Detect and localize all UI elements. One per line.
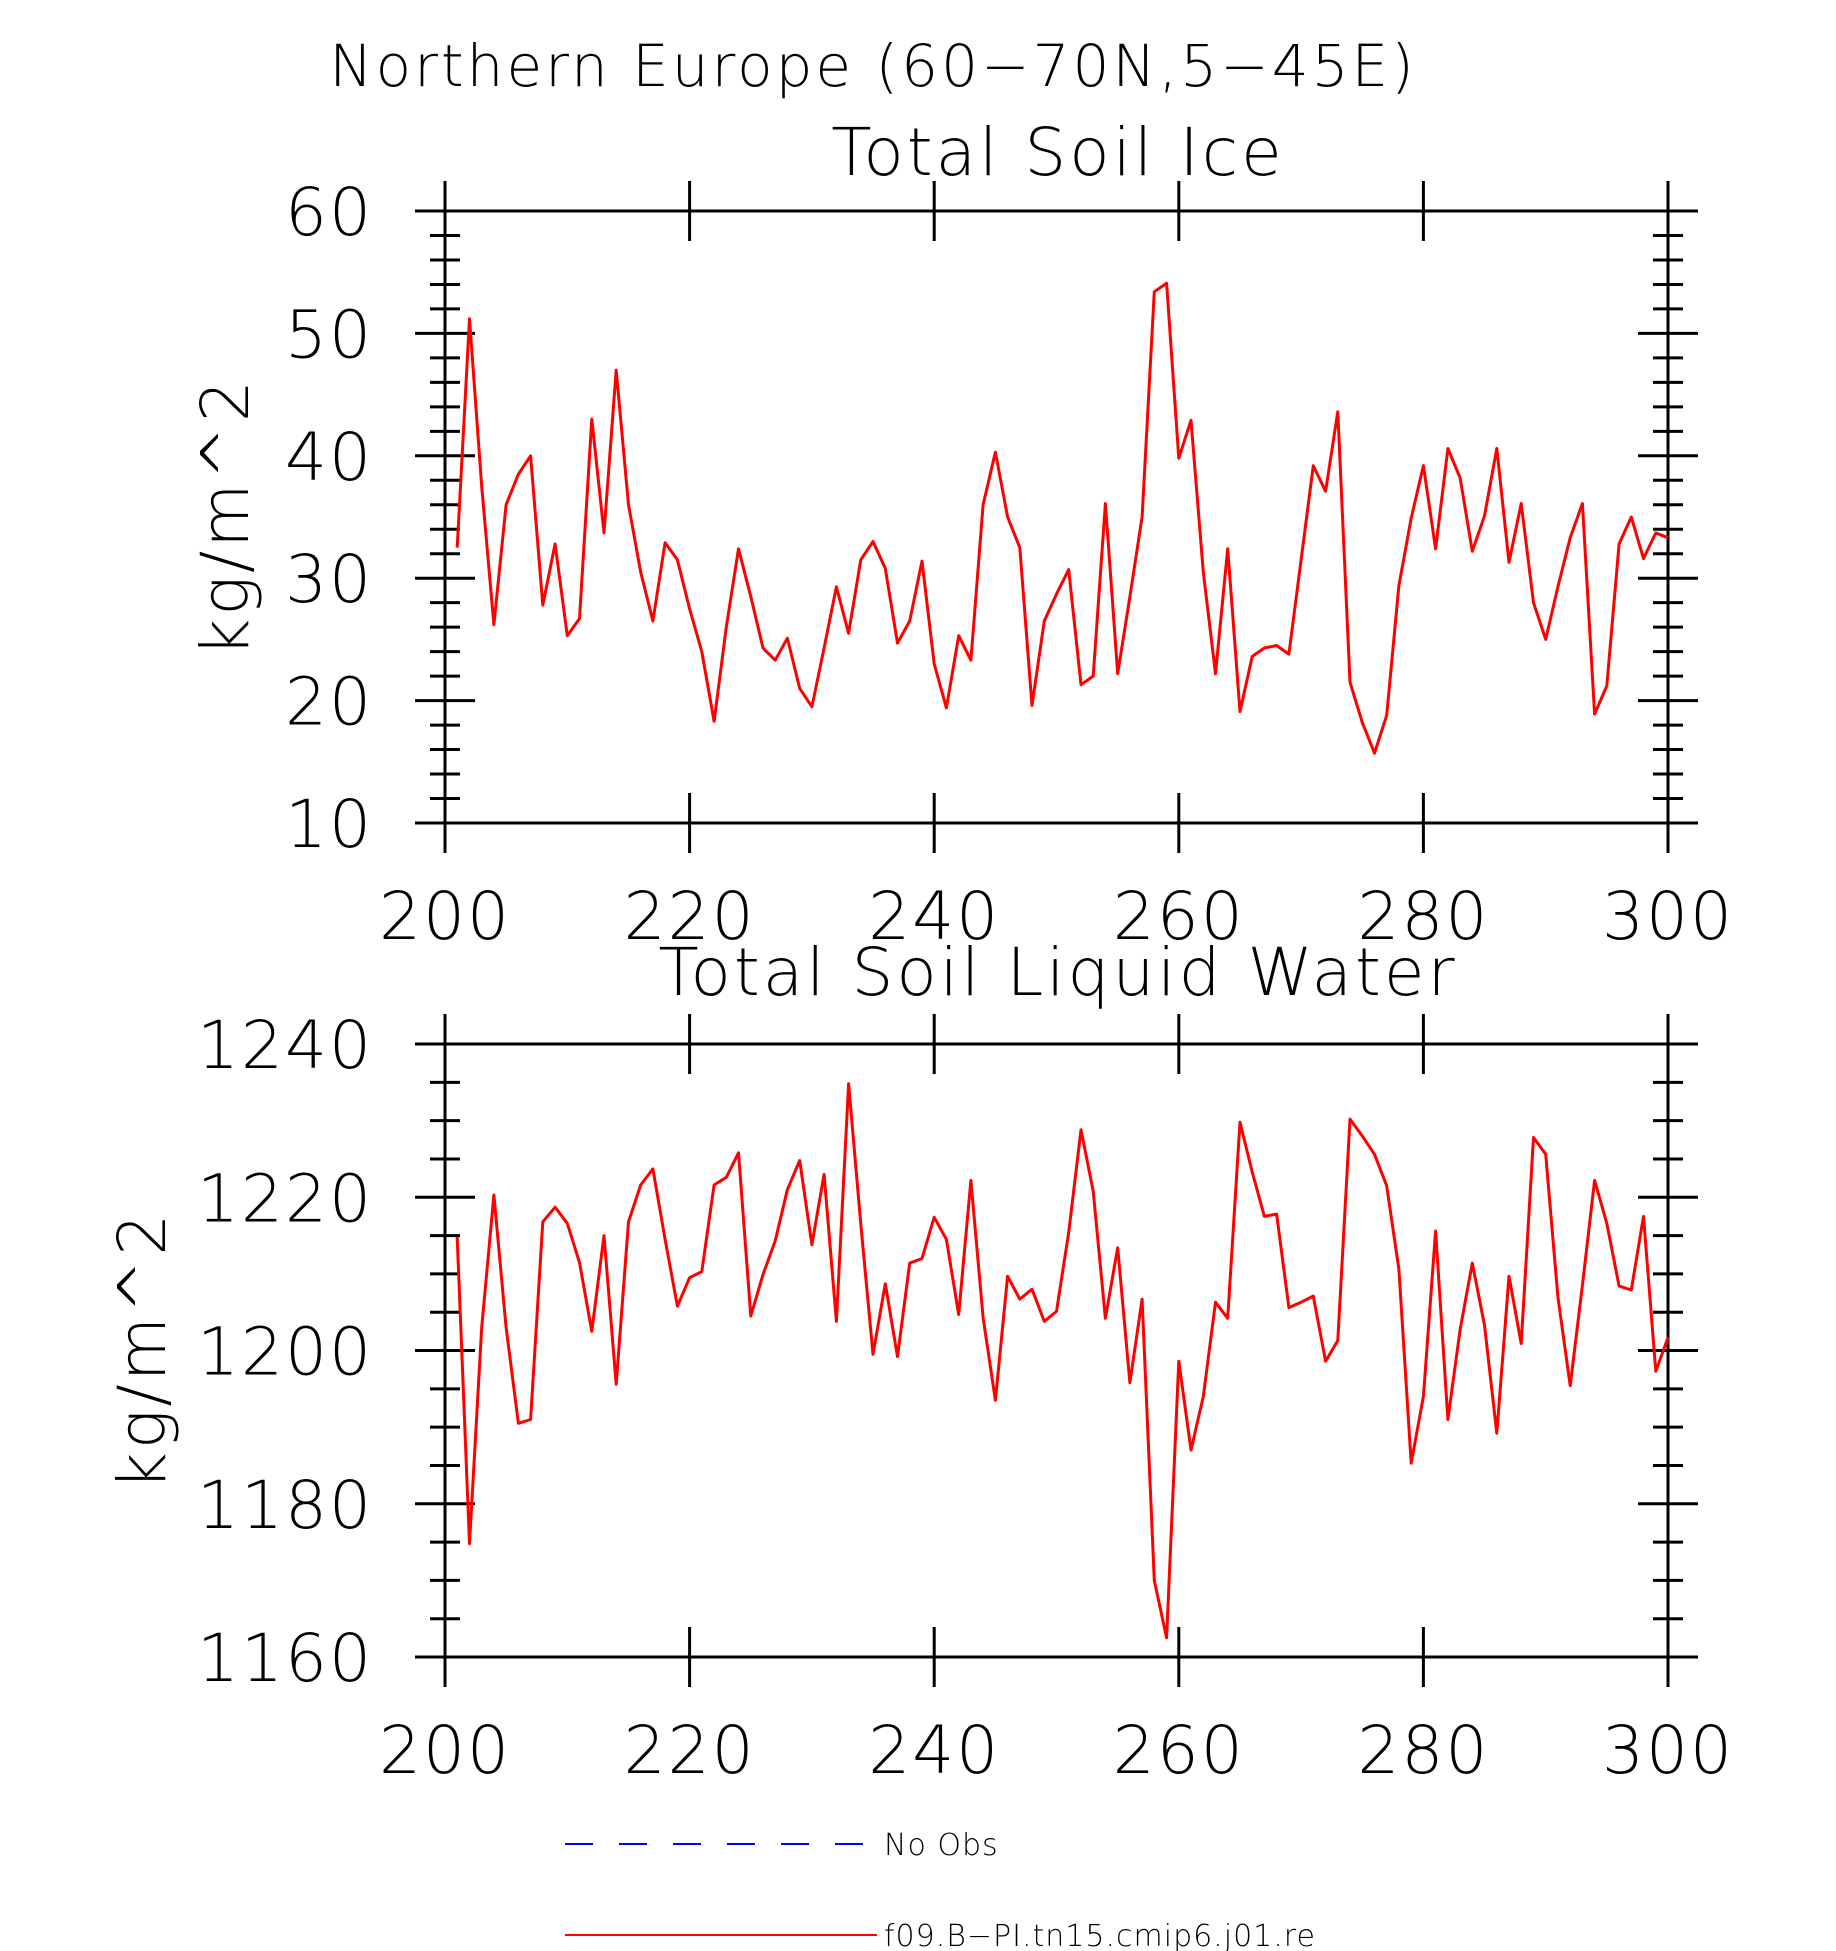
legend-label-model: f09.B−PI.tn15.cmip6.j01.re [884, 1919, 1316, 1951]
x-tick-label: 220 [624, 878, 756, 955]
y-tick-label: 1240 [197, 1007, 373, 1084]
x-tick-label: 260 [1113, 878, 1245, 955]
y-tick-label: 50 [285, 296, 373, 373]
panel-title: Total Soil Ice [831, 114, 1284, 191]
x-tick-label: 240 [868, 878, 1000, 955]
panel-title: Total Soil Liquid Water [658, 934, 1457, 1011]
x-tick-label: 300 [1602, 1712, 1734, 1789]
x-tick-label: 260 [1113, 1712, 1245, 1789]
panel-total-soil-liquid-water: Total Soil Liquid Water kg/m^2 200 220 240 26… [104, 934, 1734, 1789]
y-tick-label: 1160 [197, 1620, 373, 1697]
y-tick-label: 1180 [197, 1467, 373, 1544]
x-tick-label: 200 [379, 878, 511, 955]
x-tick-label: 240 [868, 1712, 1000, 1789]
y-tick-label: 40 [285, 419, 373, 496]
y-tick-label: 1200 [197, 1314, 373, 1391]
x-tick-label: 280 [1357, 1712, 1489, 1789]
legend: No Obs f09.B−PI.tn15.cmip6.j01.re [565, 1828, 1316, 1951]
x-tick-label: 280 [1357, 878, 1489, 955]
y-axis-label: kg/m^2 [104, 1211, 181, 1491]
series-line [455, 281, 1669, 755]
x-tick-label: 220 [624, 1712, 756, 1789]
x-tick-label: 200 [379, 1712, 511, 1789]
series-line [455, 1082, 1670, 1640]
legend-label-no-obs: No Obs [884, 1828, 999, 1863]
figure-title: Northern Europe (60−70N,5−45E) [329, 32, 1417, 100]
y-tick-label: 20 [285, 664, 373, 741]
plot-frame [443, 209, 1670, 825]
plot-frame [443, 1042, 1670, 1659]
x-tick-label: 300 [1602, 878, 1734, 955]
y-tick-label: 10 [285, 786, 373, 863]
panel-total-soil-ice: Total Soil Ice kg/m^2 200 220 240 260 280 300 10… [187, 114, 1734, 955]
y-axis-label: kg/m^2 [187, 377, 264, 657]
y-tick-label: 30 [285, 541, 373, 618]
y-tick-label: 1220 [197, 1160, 373, 1237]
y-tick-label: 60 [285, 174, 373, 251]
